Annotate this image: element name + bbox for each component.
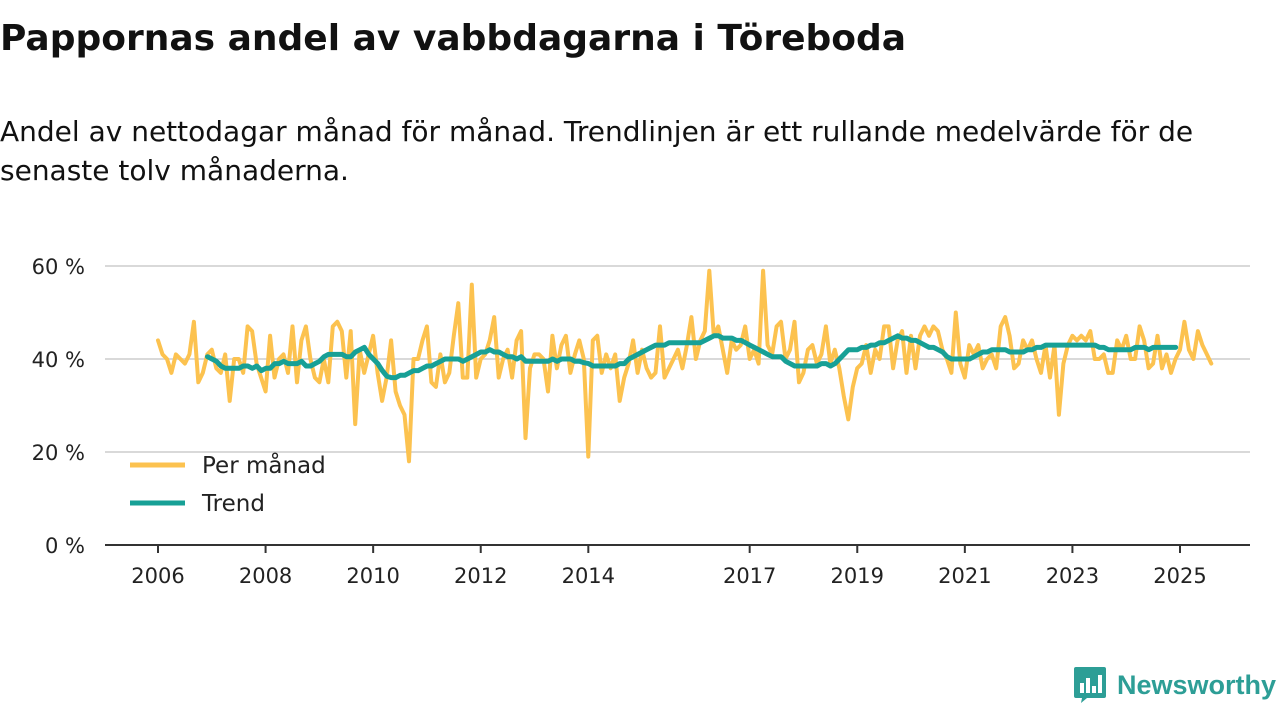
series-line-per-manad	[156, 268, 1214, 464]
legend: Per månad Trend	[130, 451, 326, 517]
legend-label-per-manad: Per månad	[202, 451, 326, 479]
x-axis-ticks: 2006 2008 2010 2012 2014 2017 2019 2021 2023 2025	[131, 545, 1207, 588]
x-tick-label: 2006	[131, 564, 184, 588]
y-tick-label: 60 %	[32, 255, 85, 279]
legend-label-trend: Trend	[201, 491, 265, 517]
x-tick-label: 2023	[1046, 564, 1099, 588]
series-lines	[156, 268, 1214, 464]
x-tick-label: 2012	[454, 564, 507, 588]
y-axis-ticks: 0 % 20 % 40 % 60 %	[32, 255, 85, 558]
x-tick-label: 2021	[938, 564, 991, 588]
x-tick-label: 2014	[562, 564, 615, 588]
x-tick-label: 2008	[239, 564, 292, 588]
x-tick-label: 2019	[831, 564, 884, 588]
newsworthy-logo-icon	[1073, 667, 1106, 703]
x-tick-label: 2025	[1153, 564, 1206, 588]
y-tick-label: 20 %	[32, 441, 85, 465]
chart-subtitle: Andel av nettodagar månad för månad. Tre…	[0, 115, 1194, 187]
y-tick-label: 0 %	[45, 534, 85, 558]
chart-title: Pappornas andel av vabbdagarna i Törebod…	[0, 18, 907, 59]
series-line-trend	[205, 333, 1179, 381]
y-tick-label: 40 %	[32, 348, 85, 372]
brand-name: Newsworthy	[1116, 669, 1276, 700]
x-tick-label: 2017	[723, 564, 776, 588]
x-tick-label: 2010	[346, 564, 399, 588]
grid-lines	[105, 265, 1250, 453]
brand-logo: Newsworthy	[1073, 666, 1276, 704]
